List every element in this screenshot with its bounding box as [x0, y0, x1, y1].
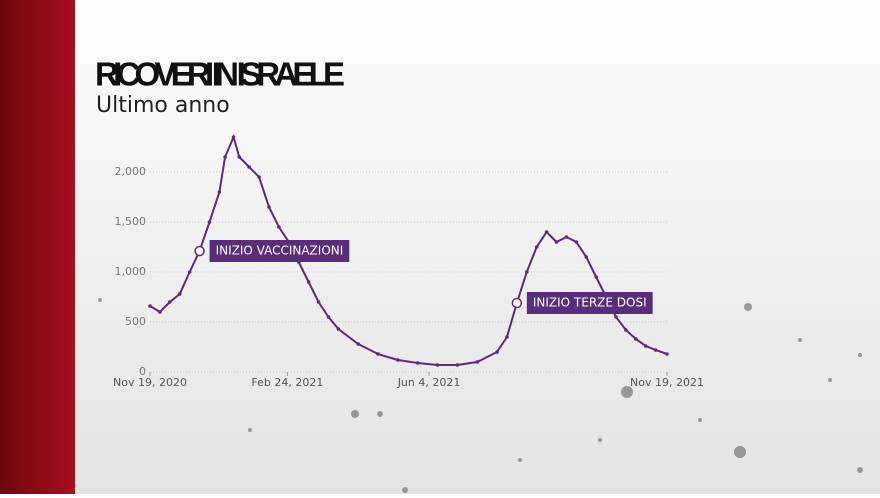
data-point	[396, 358, 400, 362]
annotation-label: INIZIO TERZE DOSI	[533, 296, 647, 310]
x-tick-label: Nov 19, 2020	[113, 376, 187, 389]
data-point	[267, 205, 271, 209]
data-point	[148, 304, 152, 308]
annotation-label: INIZIO VACCINAZIONI	[216, 244, 344, 258]
data-point	[495, 350, 499, 354]
chart-subtitle: Ultimo anno	[96, 93, 230, 118]
annotation-marker	[194, 245, 205, 257]
data-point	[653, 348, 658, 352]
data-point	[665, 352, 669, 356]
chart-title: RICOVERI IN ISRAELE	[95, 56, 345, 93]
side-band	[0, 0, 75, 494]
data-point	[223, 155, 227, 159]
data-point	[594, 275, 598, 279]
data-point	[505, 335, 509, 339]
y-tick-label: 500	[125, 315, 146, 328]
data-line	[149, 133, 668, 366]
data-point	[177, 292, 182, 296]
annotation-box	[209, 240, 350, 262]
y-tick-label: 0	[139, 365, 146, 378]
data-point	[217, 190, 222, 194]
data-point	[207, 220, 212, 224]
data-point	[643, 344, 648, 348]
data-point	[187, 270, 192, 274]
data-point	[624, 328, 628, 332]
data-point	[564, 235, 569, 239]
x-tick-label: Nov 19, 2021	[630, 376, 704, 389]
data-point	[455, 363, 460, 367]
data-point	[534, 245, 539, 249]
data-point	[306, 280, 311, 284]
y-tick-label: 2,000	[115, 165, 147, 178]
y-tick-label: 1,500	[115, 215, 147, 228]
data-point	[544, 230, 549, 234]
data-point	[376, 352, 380, 356]
data-point	[435, 363, 440, 367]
data-point	[356, 342, 361, 346]
annotation-marker	[511, 297, 523, 309]
data-point	[316, 300, 321, 304]
annotation-box	[526, 292, 653, 314]
data-point	[415, 361, 420, 365]
data-point	[524, 270, 529, 274]
data-point	[554, 240, 559, 244]
data-point	[231, 135, 236, 139]
y-tick-label: 1,000	[115, 265, 147, 278]
data-point	[277, 225, 281, 229]
x-tick-label: Jun 4, 2021	[397, 376, 461, 389]
data-point	[257, 175, 261, 179]
data-point	[326, 315, 331, 319]
data-point	[574, 240, 579, 244]
decor-dots	[98, 298, 863, 493]
data-point	[614, 315, 618, 319]
data-point	[158, 310, 162, 314]
data-point	[247, 165, 251, 169]
data-point	[168, 300, 172, 304]
x-tick-label: Feb 24, 2021	[251, 376, 323, 389]
data-point	[634, 337, 638, 341]
data-point	[336, 327, 341, 331]
data-point	[584, 255, 589, 259]
data-point	[237, 155, 242, 159]
data-point	[475, 360, 479, 364]
